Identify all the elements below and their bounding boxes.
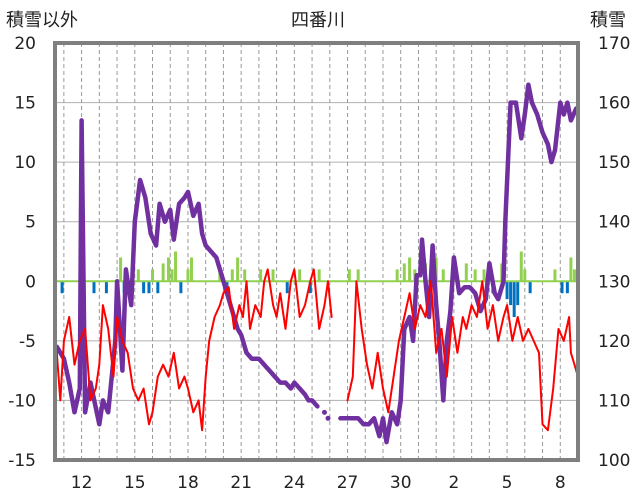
left-tick-label: 10 (14, 153, 36, 173)
positive-bar (170, 269, 174, 282)
negative-bar (528, 281, 532, 294)
left-tick-label: 20 (14, 34, 36, 54)
temperature-line (346, 280, 579, 432)
left-axis-label: 積雪以外 (6, 10, 78, 31)
positive-bar (230, 269, 234, 282)
negative-bar (104, 281, 108, 294)
right-tick-label: 110 (598, 391, 630, 411)
positive-bar (473, 269, 477, 282)
bars (60, 251, 576, 318)
positive-bar (441, 269, 445, 282)
positive-bar (166, 257, 170, 282)
negative-bar (308, 281, 312, 294)
positive-bar (298, 269, 302, 282)
positive-bar (347, 269, 351, 282)
left-tick-label: 0 (25, 272, 36, 292)
positive-bar (161, 263, 165, 282)
positive-bar (151, 269, 155, 282)
x-tick-label: 8 (555, 473, 566, 493)
negative-bar (565, 281, 569, 294)
right-tick-label: 100 (598, 451, 630, 471)
negative-bar (179, 281, 183, 294)
positive-bar (356, 269, 360, 282)
positive-bar (395, 269, 399, 282)
snow_depth-line (54, 118, 320, 427)
x-tick-label: 21 (230, 473, 252, 493)
negative-bar (147, 281, 151, 294)
left-tick-label: -10 (8, 391, 36, 411)
positive-bar (174, 251, 178, 282)
snow_depth-point (321, 409, 327, 415)
chart-title: 四番川 (291, 10, 345, 31)
positive-bar (271, 269, 275, 282)
x-axis-ticks: 12 15 18 21 24 27 30 2 5 8 (71, 473, 566, 493)
right-axis-ticks: 170 160 150 140 130 120 110 100 (598, 34, 630, 471)
left-tick-label: 15 (14, 94, 36, 114)
positive-bar (553, 269, 557, 282)
x-tick-label: 30 (390, 473, 412, 493)
x-tick-label: 12 (71, 473, 93, 493)
positive-bar (119, 257, 123, 282)
temperature-line (55, 268, 333, 432)
x-tick-label: 5 (502, 473, 513, 493)
x-tick-label: 2 (448, 473, 459, 493)
x-tick-label: 27 (337, 473, 359, 493)
positive-bar (408, 257, 412, 282)
negative-bar (60, 281, 64, 294)
positive-bar (190, 257, 194, 282)
positive-bar (186, 269, 190, 282)
positive-bar (243, 269, 247, 282)
right-tick-label: 170 (598, 34, 630, 54)
positive-bar (572, 269, 576, 282)
negative-bar (512, 281, 516, 318)
positive-bar (317, 269, 321, 282)
positive-bar (519, 251, 523, 282)
left-axis-ticks: 20 15 10 5 0 -5 -10 -15 (8, 34, 36, 471)
x-tick-label: 18 (177, 473, 199, 493)
positive-bar (523, 269, 527, 282)
left-tick-label: 5 (25, 213, 36, 233)
right-tick-label: 120 (598, 332, 630, 352)
plot-frame (53, 41, 580, 462)
snow_depth-point (325, 415, 331, 421)
negative-bar (505, 281, 509, 300)
positive-bar (259, 269, 263, 282)
right-tick-label: 130 (598, 272, 630, 292)
positive-bar (136, 269, 140, 282)
left-tick-label: -15 (8, 451, 36, 471)
negative-bar (142, 281, 146, 294)
negative-bar (92, 281, 96, 294)
positive-bar (236, 257, 240, 282)
lines (54, 82, 579, 445)
right-tick-label: 160 (598, 94, 630, 114)
right-tick-label: 140 (598, 213, 630, 233)
negative-bar (560, 281, 564, 294)
snow_depth-line (338, 82, 579, 445)
negative-bar (516, 281, 520, 306)
negative-bar (156, 281, 160, 294)
negative-bar (285, 281, 289, 294)
positive-bar (569, 257, 573, 282)
negative-bar (509, 281, 513, 306)
positive-bar (464, 263, 468, 282)
left-tick-label: -5 (19, 332, 36, 352)
right-tick-label: 150 (598, 153, 630, 173)
x-tick-label: 15 (124, 473, 146, 493)
positive-bar (402, 263, 406, 282)
positive-bar (482, 269, 486, 282)
right-axis-label: 積雪 (590, 10, 626, 31)
x-tick-label: 24 (284, 473, 306, 493)
